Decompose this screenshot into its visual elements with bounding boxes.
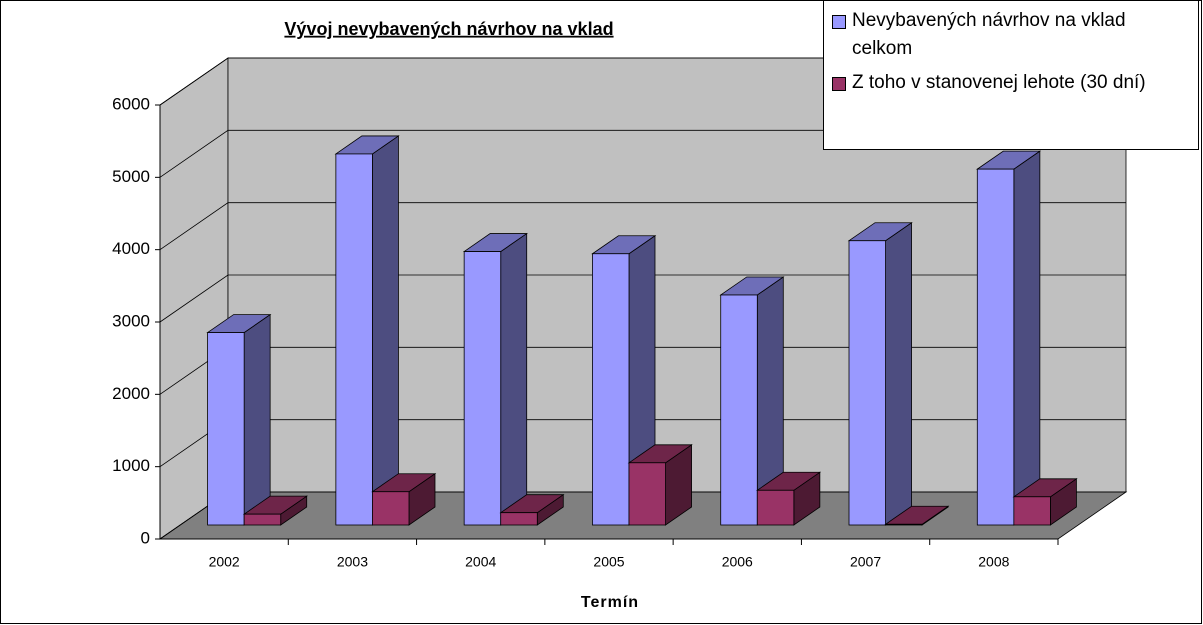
legend-swatch — [832, 15, 846, 29]
bar — [627, 444, 693, 526]
bar — [371, 472, 437, 526]
legend-label: Nevybavených návrhov na vklad celkom — [852, 10, 1126, 59]
x-tick-label: 2006 — [722, 554, 753, 570]
y-tick-label: 5000 — [112, 167, 150, 186]
y-tick-label: 3000 — [112, 311, 150, 330]
legend: Nevybavených návrhov na vklad celkom Z to… — [823, 0, 1199, 150]
bar-side — [500, 232, 528, 526]
bar — [462, 232, 528, 526]
bar — [976, 150, 1042, 526]
x-tick-label: 2003 — [337, 554, 368, 570]
bar — [206, 313, 272, 526]
bar-front — [848, 240, 886, 526]
bar-front — [592, 253, 630, 526]
x-axis-label: Termín — [581, 594, 639, 611]
y-tick-label: 1000 — [112, 456, 150, 475]
bar — [334, 135, 400, 526]
bar-front — [463, 251, 502, 526]
bar — [884, 505, 950, 526]
bar-side — [372, 135, 399, 526]
y-tick-label: 0 — [141, 528, 150, 547]
bar-side — [243, 313, 271, 526]
x-tick-label: 2002 — [209, 554, 240, 570]
bar — [847, 221, 913, 526]
y-tick-label: 2000 — [112, 384, 150, 403]
chart-title: Vývoj nevybavených návrhov na vklad — [284, 19, 613, 39]
grid-line — [159, 202, 1126, 250]
x-tick-label: 2008 — [978, 554, 1009, 570]
bar — [719, 276, 785, 526]
y-tick-label: 6000 — [112, 94, 150, 113]
bar — [242, 495, 308, 526]
bar-front — [372, 491, 410, 526]
bar-front — [243, 513, 282, 526]
legend-label: Z toho v stanovenej lehote (30 dní) — [852, 72, 1146, 93]
bar-side — [1013, 150, 1041, 526]
legend-swatch — [832, 77, 846, 91]
bar-front — [976, 168, 1015, 526]
bar — [1012, 478, 1078, 526]
grid-line — [159, 274, 1126, 323]
bar-front — [885, 523, 923, 526]
x-tick-label: 2004 — [465, 554, 496, 570]
bar — [499, 493, 565, 526]
y-tick-label: 4000 — [112, 239, 150, 258]
legend-entry: Z toho v stanovenej lehote (30 dní) — [832, 69, 1190, 97]
bar-front — [756, 489, 795, 526]
x-tick-label: 2005 — [593, 554, 624, 570]
x-tick-label: 2007 — [850, 554, 881, 570]
bar-front — [1013, 496, 1051, 526]
bar-front — [628, 462, 666, 526]
bar-side — [885, 221, 912, 526]
bar-front — [500, 512, 538, 526]
bar-front — [720, 294, 758, 526]
bar — [756, 471, 822, 526]
bar-front — [335, 153, 373, 526]
legend-entry: Nevybavených návrhov na vklad celkom — [832, 7, 1190, 63]
bar-front — [207, 332, 245, 526]
